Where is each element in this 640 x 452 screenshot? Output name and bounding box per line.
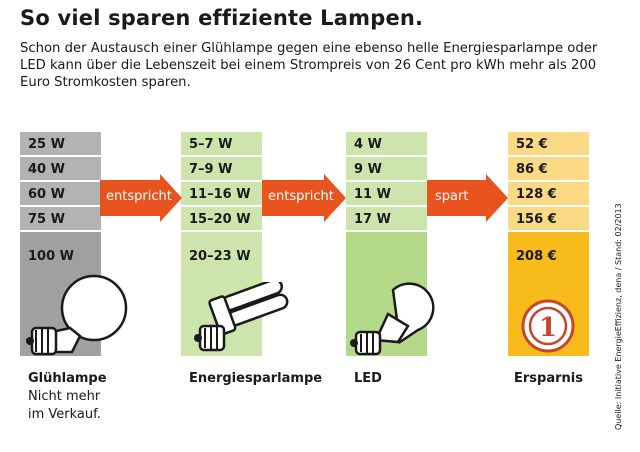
label-led: LED <box>354 370 382 388</box>
value-cell: 86 € <box>508 157 589 182</box>
arrow-label: entspricht <box>106 189 172 204</box>
value-cell: 15–20 W <box>181 207 262 232</box>
led-bulb-icon <box>350 282 435 356</box>
label-title: Glühlampe <box>28 371 107 386</box>
source-note: Quelle: Initiative EnergieEffizienz, den… <box>612 130 626 430</box>
label-title: Ersparnis <box>514 371 583 386</box>
label-gluehlampe: Glühlampe Nicht mehr im Verkauf. <box>28 370 107 424</box>
value-cell: 60 W <box>20 182 101 207</box>
value-cell: 52 € <box>508 132 589 157</box>
coin-number: 1 <box>539 313 557 343</box>
value-cell: 11 W <box>346 182 427 207</box>
cfl-bulb-icon <box>194 282 289 352</box>
arrow-shape <box>427 174 508 222</box>
value-cell: 9 W <box>346 157 427 182</box>
value-cell: 25 W <box>20 132 101 157</box>
column-energiesparlampe: 5–7 W 7–9 W 11–16 W 15–20 W 20–23 W <box>181 132 262 356</box>
arrow-shape <box>262 174 346 222</box>
euro-coin-icon: 1 <box>521 299 575 353</box>
column-ersparnis: 52 € 86 € 128 € 156 € 208 € <box>508 132 589 356</box>
label-title: Energiesparlampe <box>189 371 323 386</box>
arrow-spart: spart <box>427 174 508 222</box>
value-cell: 75 W <box>20 207 101 232</box>
page-title: So viel sparen effiziente Lampen. <box>20 6 424 30</box>
arrow-label: spart <box>435 189 469 204</box>
label-title: LED <box>354 371 382 386</box>
arrow-entspricht-2: entspricht <box>262 174 346 222</box>
source-text: Quelle: Initiative EnergieEffizienz, den… <box>614 203 623 430</box>
value-cell: 17 W <box>346 207 427 232</box>
arrow-entspricht-1: entspricht <box>100 174 182 222</box>
label-ersparnis: Ersparnis <box>514 370 583 388</box>
value-cell: 156 € <box>508 207 589 232</box>
label-note-line1: Nicht mehr <box>28 389 101 404</box>
value-cell: 7–9 W <box>181 157 262 182</box>
arrow-shape <box>100 174 182 222</box>
label-note-line2: im Verkauf. <box>28 407 101 422</box>
label-energiesparlampe: Energiesparlampe <box>189 370 322 388</box>
value-cell: 5–7 W <box>181 132 262 157</box>
value-cell: 11–16 W <box>181 182 262 207</box>
incandescent-bulb-icon <box>26 274 128 356</box>
intro-text: Schon der Austausch einer Glühlampe gege… <box>20 41 598 90</box>
value-cell: 4 W <box>346 132 427 157</box>
value-cell: 40 W <box>20 157 101 182</box>
value-cell: 128 € <box>508 182 589 207</box>
arrow-label: entspricht <box>268 189 334 204</box>
